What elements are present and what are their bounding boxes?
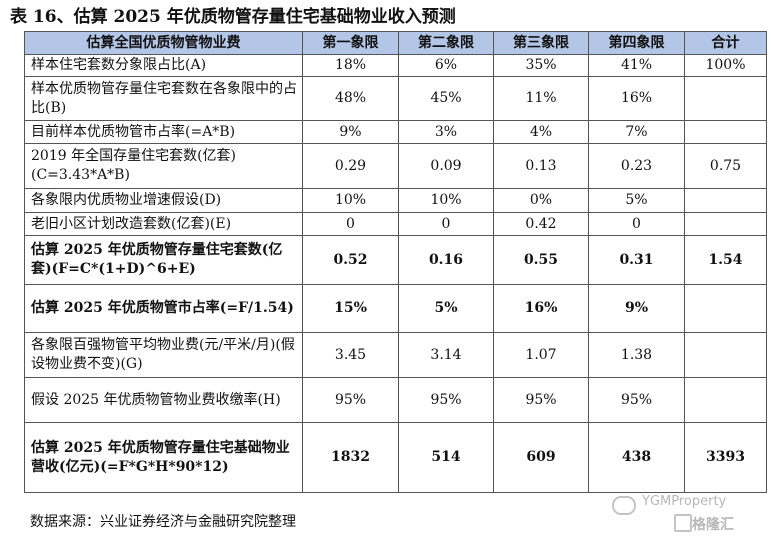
- header-cell: 第四象限: [588, 31, 685, 55]
- cell-value: 0.29: [302, 143, 399, 189]
- cell-value: 0.16: [398, 235, 494, 285]
- table-row: 估算 2025 年优质物管存量住宅基础物业营收(亿元)(=F*G*H*90*12…: [24, 422, 767, 493]
- header-cell: 第三象限: [493, 31, 589, 55]
- source-note: 数据来源：兴业证券经济与金融研究院整理: [30, 514, 296, 530]
- cell-value: 41%: [588, 54, 685, 77]
- cell-value: 35%: [493, 54, 589, 77]
- cell-value: 9%: [588, 284, 685, 333]
- gelonghui-logo-icon: [674, 514, 692, 532]
- cell-value: [684, 120, 767, 144]
- cell-value: 16%: [493, 284, 589, 333]
- cell-value: [684, 76, 767, 121]
- cell-value: 6%: [398, 54, 494, 77]
- cell-value: 3.14: [398, 332, 494, 378]
- cell-value: 7%: [588, 120, 685, 144]
- row-label: 各象限内优质物业增速假设(D): [24, 188, 303, 213]
- cell-value: 4%: [493, 120, 589, 144]
- row-label: 假设 2025 年优质物管物业费收缴率(H): [24, 377, 303, 423]
- cell-value: 514: [398, 422, 494, 493]
- cell-value: 1.07: [493, 332, 589, 378]
- header-cell: 第二象限: [398, 31, 494, 55]
- table-row: 老旧小区计划改造套数(亿套)(E) 0 0 0.42 0: [24, 212, 767, 236]
- cell-value: 1832: [302, 422, 399, 493]
- watermark: YGMProperty 格隆汇: [612, 494, 762, 536]
- cell-value: 5%: [588, 188, 685, 213]
- row-label: 估算 2025 年优质物管市占率(=F/1.54): [24, 284, 303, 333]
- cell-value: 0: [398, 212, 494, 236]
- table-row: 假设 2025 年优质物管物业费收缴率(H) 95% 95% 95% 95%: [24, 377, 767, 423]
- cell-value: [684, 332, 767, 378]
- cell-value: 0%: [493, 188, 589, 213]
- row-label: 老旧小区计划改造套数(亿套)(E): [24, 212, 303, 236]
- header-cell: 第一象限: [302, 31, 399, 55]
- cell-value: 95%: [302, 377, 399, 423]
- cell-value: 0.23: [588, 143, 685, 189]
- cell-value: 0.42: [493, 212, 589, 236]
- cell-value: 0.75: [684, 143, 767, 189]
- table-row: 各象限百强物管平均物业费(元/平米/月)(假设物业费不变)(G) 3.45 3.…: [24, 332, 767, 378]
- wechat-icon: [612, 496, 636, 515]
- header-cell: 合计: [684, 31, 767, 55]
- cell-value: 10%: [302, 188, 399, 213]
- cell-value: 16%: [588, 76, 685, 121]
- row-label: 估算 2025 年优质物管存量住宅基础物业营收(亿元)(=F*G*H*90*12…: [24, 422, 303, 493]
- watermark-line1: YGMProperty: [642, 494, 727, 509]
- cell-value: 0.09: [398, 143, 494, 189]
- cell-value: [684, 212, 767, 236]
- cell-value: 100%: [684, 54, 767, 77]
- cell-value: 9%: [302, 120, 399, 144]
- row-label: 估算 2025 年优质物管存量住宅套数(亿套)(F=C*(1+D)^6+E): [24, 235, 303, 285]
- cell-value: 0: [588, 212, 685, 236]
- row-label: 样本住宅套数分象限占比(A): [24, 54, 303, 77]
- cell-value: 18%: [302, 54, 399, 77]
- watermark-line2: 格隆汇: [692, 517, 734, 533]
- row-label: 各象限百强物管平均物业费(元/平米/月)(假设物业费不变)(G): [24, 332, 303, 378]
- table-row: 估算 2025 年优质物管市占率(=F/1.54) 15% 5% 16% 9%: [24, 284, 767, 333]
- cell-value: 48%: [302, 76, 399, 121]
- row-label: 目前样本优质物管市占率(=A*B): [24, 120, 303, 144]
- table-row: 目前样本优质物管市占率(=A*B) 9% 3% 4% 7%: [24, 120, 767, 144]
- header-cell: 估算全国优质物管物业费: [24, 31, 303, 55]
- table-title: 表 16、估算 2025 年优质物管存量住宅基础物业收入预测: [10, 7, 456, 27]
- cell-value: 3.45: [302, 332, 399, 378]
- cell-value: [684, 188, 767, 213]
- cell-value: 3%: [398, 120, 494, 144]
- cell-value: 95%: [398, 377, 494, 423]
- table-row: 样本优质物管存量住宅套数在各象限中的占比(B) 48% 45% 11% 16%: [24, 76, 767, 121]
- cell-value: 1.38: [588, 332, 685, 378]
- cell-value: 15%: [302, 284, 399, 333]
- cell-value: 0: [302, 212, 399, 236]
- table-row: 2019 年全国存量住宅套数(亿套)(C=3.43*A*B) 0.29 0.09…: [24, 143, 767, 189]
- table-row: 估算 2025 年优质物管存量住宅套数(亿套)(F=C*(1+D)^6+E) 0…: [24, 235, 767, 285]
- data-table: 估算全国优质物管物业费 第一象限 第二象限 第三象限 第四象限 合计 样本住宅套…: [24, 31, 767, 493]
- cell-value: 10%: [398, 188, 494, 213]
- row-label: 2019 年全国存量住宅套数(亿套)(C=3.43*A*B): [24, 143, 303, 189]
- cell-value: [684, 377, 767, 423]
- cell-value: 1.54: [684, 235, 767, 285]
- cell-value: 438: [588, 422, 685, 493]
- cell-value: [684, 284, 767, 333]
- cell-value: 3393: [684, 422, 767, 493]
- cell-value: 0.52: [302, 235, 399, 285]
- table-row: 样本住宅套数分象限占比(A) 18% 6% 35% 41% 100%: [24, 54, 767, 77]
- cell-value: 95%: [493, 377, 589, 423]
- cell-value: 0.31: [588, 235, 685, 285]
- cell-value: 95%: [588, 377, 685, 423]
- row-label: 样本优质物管存量住宅套数在各象限中的占比(B): [24, 76, 303, 121]
- cell-value: 609: [493, 422, 589, 493]
- table-row: 各象限内优质物业增速假设(D) 10% 10% 0% 5%: [24, 188, 767, 213]
- cell-value: 5%: [398, 284, 494, 333]
- cell-value: 45%: [398, 76, 494, 121]
- cell-value: 11%: [493, 76, 589, 121]
- cell-value: 0.55: [493, 235, 589, 285]
- table-header-row: 估算全国优质物管物业费 第一象限 第二象限 第三象限 第四象限 合计: [24, 31, 767, 55]
- cell-value: 0.13: [493, 143, 589, 189]
